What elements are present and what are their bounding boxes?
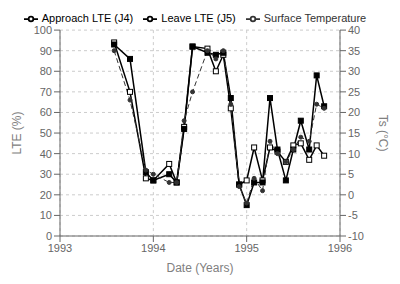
- svg-text:1996: 1996: [328, 242, 352, 254]
- svg-text:5: 5: [348, 168, 354, 180]
- svg-text:40: 40: [40, 148, 52, 160]
- html-text:Approach LTE (J4): Approach LTE (J4): [41, 12, 134, 24]
- svg-text:90: 90: [40, 45, 52, 57]
- svg-text:60: 60: [40, 106, 52, 118]
- svg-text:20: 20: [348, 106, 360, 118]
- svg-text:50: 50: [40, 127, 52, 139]
- svg-text:1994: 1994: [141, 242, 165, 254]
- svg-text:0: 0: [46, 230, 52, 242]
- svg-text:-5: -5: [348, 209, 358, 221]
- svg-text:-10: -10: [348, 230, 364, 242]
- svg-text:0: 0: [348, 189, 354, 201]
- svg-text:LTE (%): LTE (%): [10, 111, 24, 154]
- svg-text:40: 40: [348, 24, 360, 36]
- svg-text:35: 35: [348, 45, 360, 57]
- svg-text:10: 10: [40, 209, 52, 221]
- svg-text:80: 80: [40, 65, 52, 77]
- svg-text:1995: 1995: [234, 242, 258, 254]
- html-text:Leave LTE (J5): Leave LTE (J5): [161, 12, 236, 24]
- svg-text:20: 20: [40, 189, 52, 201]
- svg-text:1993: 1993: [48, 242, 72, 254]
- svg-text:100: 100: [34, 24, 52, 36]
- svg-text:30: 30: [348, 65, 360, 77]
- html-text:Surface Temperature: Surface Temperature: [263, 12, 367, 24]
- svg-text:15: 15: [348, 127, 360, 139]
- svg-text:Ts (°C): Ts (°C): [376, 115, 390, 152]
- svg-text:10: 10: [348, 148, 360, 160]
- svg-text:30: 30: [40, 168, 52, 180]
- svg-text:Date (Years): Date (Years): [167, 261, 234, 275]
- svg-text:25: 25: [348, 86, 360, 98]
- svg-text:70: 70: [40, 86, 52, 98]
